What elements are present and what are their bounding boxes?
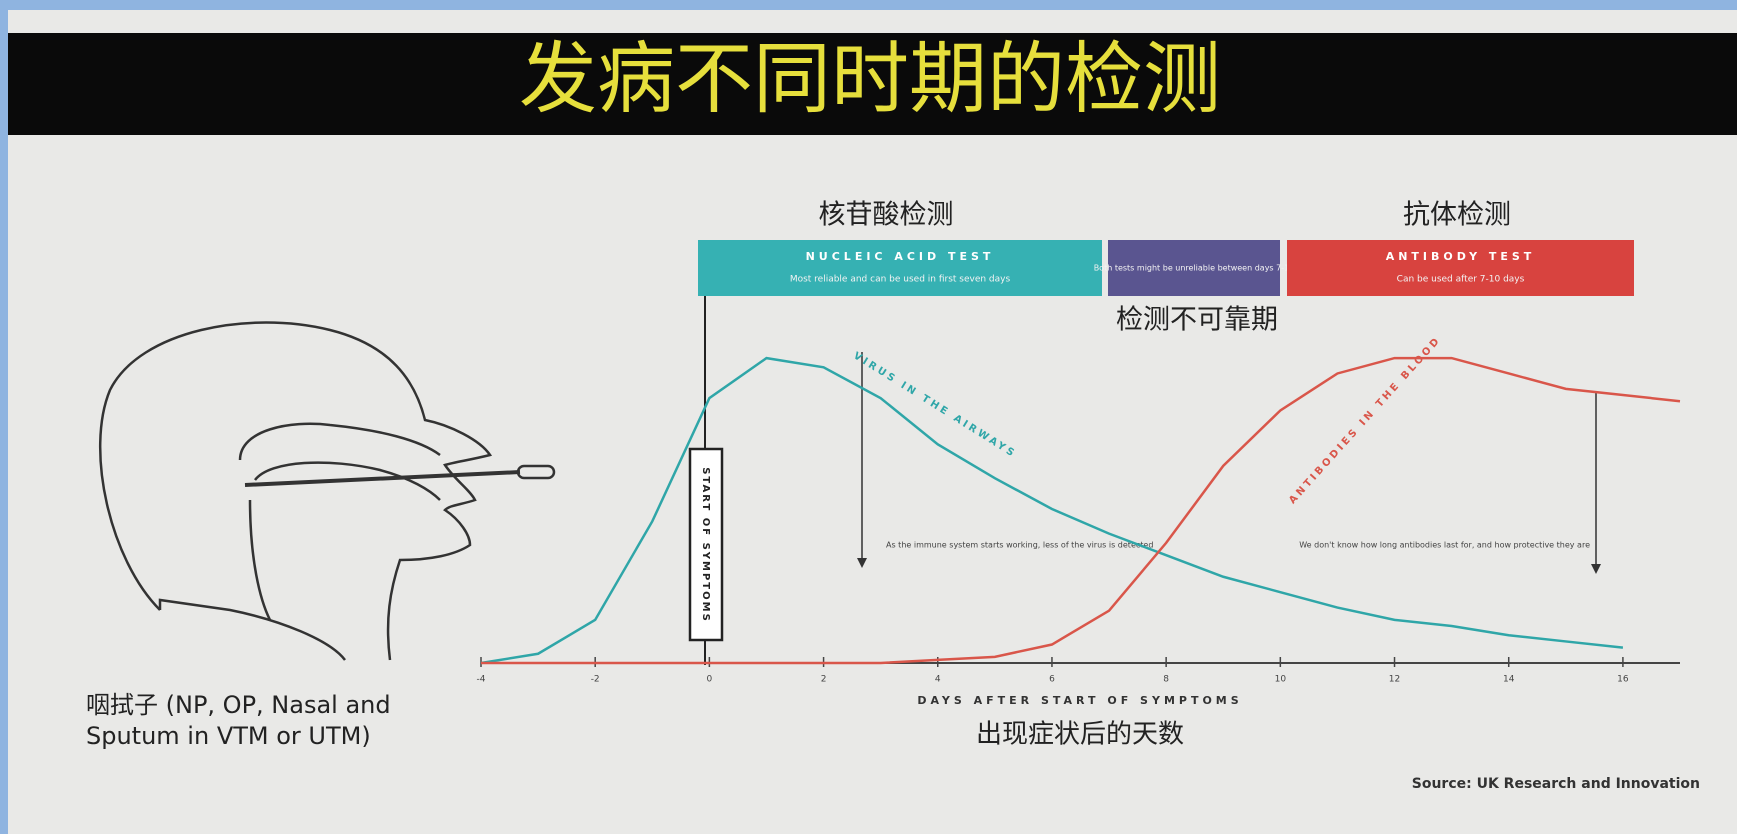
panel-box	[1108, 240, 1280, 296]
specimen-text: 咽拭子 (NP, OP, Nasal and	[86, 691, 391, 719]
specimen-text: Sputum in VTM or UTM)	[86, 722, 371, 750]
swab-tip	[516, 464, 556, 480]
head-illustration	[98, 321, 556, 661]
swab	[244, 470, 521, 487]
panel-text: Can be used after 7-10 days	[1397, 275, 1525, 285]
title-band	[8, 33, 1737, 135]
x-axis-label: DAYS AFTER START OF SYMPTOMS	[917, 694, 1242, 707]
panel-text: Both tests might be unreliable between d…	[1094, 264, 1295, 273]
x-tick-label: 8	[1163, 675, 1169, 685]
annotation: We don't know how long antibodies last f…	[1299, 541, 1590, 550]
panel-title: ANTIBODY TEST	[1386, 250, 1536, 263]
x-tick-label: -2	[591, 675, 600, 685]
x-tick-label: 4	[935, 675, 941, 685]
head-outline	[98, 321, 493, 661]
x-tick-label: 0	[707, 675, 713, 685]
panel-text: Most reliable and can be used in first s…	[790, 275, 1011, 285]
annotation: As the immune system starts working, les…	[886, 541, 1153, 550]
slide-background	[8, 10, 1737, 834]
x-axis-label-cn: 出现症状后的天数	[976, 720, 1184, 750]
x-tick-label: 16	[1617, 675, 1629, 685]
series-line	[480, 356, 1624, 665]
x-tick-label: 2	[821, 675, 827, 685]
source: Source: UK Research and Innovation	[1412, 776, 1700, 792]
panel-box	[698, 240, 1102, 296]
panel-box	[1287, 240, 1634, 296]
nasal-cavity	[238, 422, 441, 461]
x-tick-label: 14	[1503, 675, 1515, 685]
panel-heading: 核苷酸检测	[819, 200, 954, 231]
x-tick-label: 10	[1275, 675, 1287, 685]
panel-heading: 抗体检测	[1403, 200, 1511, 231]
neck	[158, 598, 346, 661]
x-tick-label: -4	[477, 675, 486, 685]
series-line	[481, 356, 1681, 665]
slide-title: 发病不同时期的检测	[519, 34, 1221, 124]
throat	[248, 499, 272, 621]
x-tick-label: 12	[1389, 675, 1400, 685]
palate	[254, 461, 441, 501]
panel-title: NUCLEIC ACID TEST	[806, 250, 995, 263]
symptom-label: START OF SYMPTOMS	[700, 467, 711, 623]
x-tick-label: 6	[1049, 675, 1055, 685]
panel-heading: 检测不可靠期	[1116, 305, 1278, 336]
arrow-head	[1591, 564, 1601, 574]
symptom-box	[688, 447, 724, 642]
arrow-head	[857, 558, 867, 568]
